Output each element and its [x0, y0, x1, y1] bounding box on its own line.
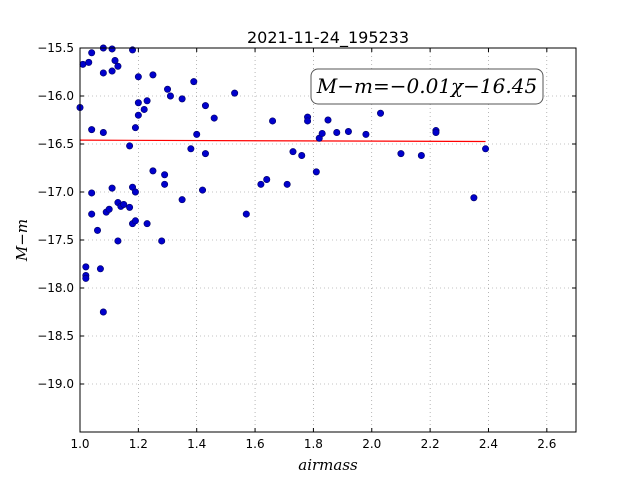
data-point [85, 58, 93, 66]
data-point [82, 274, 90, 282]
data-point [263, 176, 271, 184]
data-point [231, 89, 239, 97]
data-point [88, 189, 96, 197]
data-point [161, 180, 169, 188]
data-point [126, 142, 134, 150]
data-point [143, 220, 151, 228]
data-point [99, 128, 107, 136]
data-point [298, 152, 306, 160]
data-point [105, 205, 113, 213]
data-point [149, 167, 157, 175]
data-points [76, 44, 490, 316]
data-point [312, 168, 320, 176]
data-point [178, 196, 186, 204]
data-point [88, 210, 96, 218]
data-point [131, 188, 139, 196]
y-tick-label: −19.0 [37, 377, 74, 391]
data-point [242, 210, 250, 218]
data-point [199, 186, 207, 194]
data-point [126, 203, 134, 211]
axis-ticks [79, 47, 576, 432]
y-tick-label: −17.0 [37, 185, 74, 199]
data-point [201, 150, 209, 158]
data-point [377, 109, 385, 117]
y-tick-label: −15.5 [37, 41, 74, 55]
data-point [131, 217, 139, 225]
y-tick-labels: −15.5 −16.0 −16.5 −17.0 −17.5 −18.0 −18.5 −19.0 [37, 41, 74, 391]
data-point [99, 69, 107, 77]
data-point [210, 114, 218, 122]
data-point [344, 128, 352, 136]
data-point [289, 148, 297, 156]
data-point [482, 145, 490, 153]
data-point [201, 102, 209, 110]
data-point [82, 263, 90, 271]
data-point [79, 60, 87, 68]
data-point [99, 308, 107, 316]
annotation-text: M−m=−0.01χ−16.45 [316, 74, 537, 98]
data-point [134, 73, 142, 81]
annotation-box [310, 68, 544, 105]
data-point [88, 49, 96, 57]
fit-line [79, 139, 486, 143]
y-tick-label: −16.0 [37, 89, 74, 103]
data-point [397, 150, 405, 158]
data-point [432, 128, 440, 136]
x-tick-label: 1.6 [246, 437, 265, 451]
data-point [134, 111, 142, 119]
data-point [120, 200, 128, 208]
data-point [114, 62, 122, 70]
y-tick-label: −17.5 [37, 233, 74, 247]
y-tick-label: −18.5 [37, 329, 74, 343]
y-tick-label: −16.5 [37, 137, 74, 151]
x-tick-label: 1.2 [129, 437, 148, 451]
data-point [108, 67, 116, 75]
data-point [324, 116, 332, 124]
data-point [108, 184, 116, 192]
data-point [470, 194, 478, 202]
data-point [140, 105, 148, 113]
data-point [318, 129, 326, 137]
data-point [161, 171, 169, 179]
data-point [283, 180, 291, 188]
data-point [108, 45, 116, 53]
data-point [143, 97, 151, 105]
x-tick-label: 1.0 [70, 437, 89, 451]
data-point [333, 128, 341, 136]
x-axis-label: airmass [298, 456, 358, 474]
x-tick-label: 2.6 [537, 437, 556, 451]
data-point [190, 78, 198, 86]
data-point [164, 85, 172, 93]
data-point [131, 124, 139, 132]
data-point [417, 152, 425, 160]
data-point [96, 265, 104, 273]
y-axis-label: M−m [13, 219, 31, 262]
x-tick-label: 2.2 [421, 437, 440, 451]
x-tick-label: 2.0 [362, 437, 381, 451]
data-point [166, 92, 174, 100]
data-point [178, 95, 186, 103]
data-point [193, 130, 201, 138]
fit-layer [79, 139, 486, 143]
grid [79, 47, 576, 432]
data-point [269, 117, 277, 125]
data-point [362, 130, 370, 138]
data-point [111, 56, 119, 64]
data-point [257, 180, 265, 188]
chart-title: 2021-11-24_195233 [247, 28, 409, 48]
y-tick-label: −18.0 [37, 281, 74, 295]
data-point [304, 117, 312, 125]
data-point [149, 71, 157, 79]
data-point [114, 237, 122, 245]
data-point [158, 237, 166, 245]
x-tick-label: 1.4 [187, 437, 206, 451]
x-tick-labels: 1.0 1.2 1.4 1.6 1.8 2.0 2.2 2.4 2.6 [70, 437, 556, 451]
x-tick-label: 1.8 [304, 437, 323, 451]
data-point [88, 126, 96, 134]
data-point [134, 99, 142, 107]
x-tick-label: 2.4 [479, 437, 498, 451]
data-point [94, 226, 102, 234]
data-point [187, 145, 195, 153]
